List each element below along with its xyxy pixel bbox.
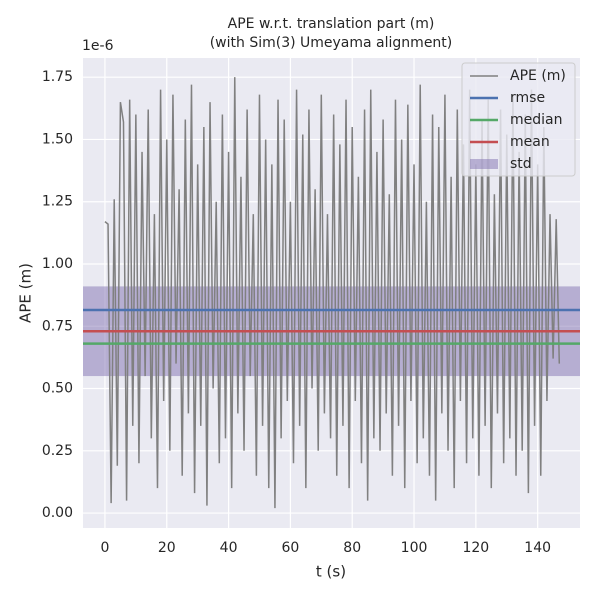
x-tick-label: 60 — [281, 540, 299, 556]
x-tick-label: 80 — [343, 540, 361, 556]
x-tick-label: 100 — [401, 540, 428, 556]
legend-box — [461, 62, 576, 177]
y-tick-label: 1.50 — [42, 131, 73, 147]
legend-label: mean — [510, 134, 550, 150]
chart-title: APE w.r.t. translation part (m) — [228, 16, 435, 32]
x-tick-label: 140 — [524, 540, 551, 556]
legend-swatch — [470, 159, 498, 169]
plot — [83, 77, 580, 509]
x-tick-label: 40 — [220, 540, 238, 556]
y-tick-label: 0.75 — [42, 318, 73, 334]
y-tick-label: 1.25 — [42, 194, 73, 210]
legend-label: std — [510, 156, 532, 172]
y-tick-label: 0.50 — [42, 381, 73, 397]
y-tick-label: 0.00 — [42, 505, 73, 521]
chart-subtitle: (with Sim(3) Umeyama alignment) — [210, 35, 453, 51]
y-tick-label: 1.00 — [42, 256, 73, 272]
legend-label: median — [510, 112, 562, 128]
y-axis-label: APE (m) — [17, 263, 35, 323]
y-tick-label: 1.75 — [42, 69, 73, 85]
y-offset-text: 1e-6 — [82, 38, 114, 54]
y-tick-label: 0.25 — [42, 443, 73, 459]
legend-label: APE (m) — [510, 68, 566, 84]
x-axis-label: t (s) — [316, 563, 346, 581]
legend: APE (m) rmse median mean std — [461, 62, 576, 177]
legend-label: rmse — [510, 90, 545, 106]
x-tick-label: 0 — [100, 540, 109, 556]
x-tick-label: 20 — [158, 540, 176, 556]
x-tick-label: 120 — [462, 540, 489, 556]
